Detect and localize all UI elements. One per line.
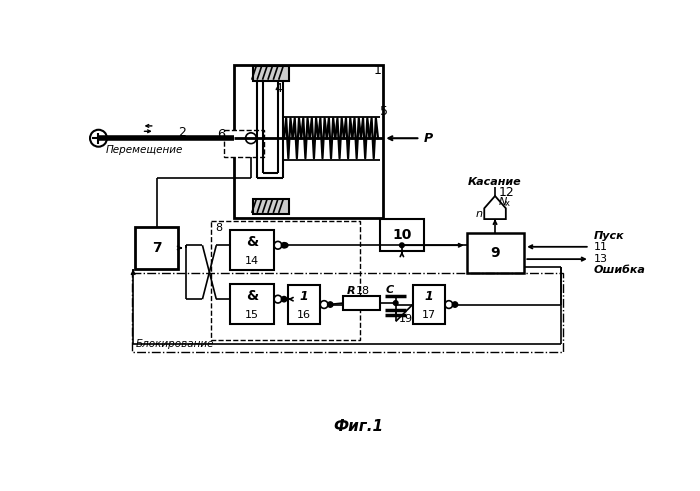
Text: 1: 1 [424,290,433,302]
Circle shape [400,243,404,247]
Text: 16: 16 [297,309,311,320]
Text: Фиг.1: Фиг.1 [334,419,384,434]
Circle shape [452,302,458,307]
Text: 5: 5 [380,105,389,118]
Circle shape [328,302,333,307]
Circle shape [393,300,398,305]
Bar [230,230,274,270]
Text: 8: 8 [215,223,222,233]
Text: 11: 11 [594,242,608,252]
Text: 15: 15 [245,309,259,320]
Text: 10: 10 [393,228,412,242]
Bar [288,285,321,324]
Text: &: & [246,289,258,303]
Text: 18: 18 [356,286,370,296]
Bar [230,284,274,324]
Text: 9: 9 [491,246,500,260]
Text: Перемещение: Перемещение [106,145,183,155]
Circle shape [281,297,287,302]
Text: N: N [499,197,508,207]
Text: 13: 13 [594,254,608,264]
Text: 1: 1 [300,290,309,302]
Text: Пуск: Пуск [594,231,624,241]
Bar [135,227,178,269]
Circle shape [284,243,288,247]
Bar [211,220,360,340]
Bar [413,285,445,324]
Text: 17: 17 [422,309,436,320]
Text: 19: 19 [399,314,413,324]
Text: 2: 2 [178,126,186,138]
Text: &: & [246,235,258,249]
Bar [380,219,424,251]
Text: x: x [504,199,510,208]
Text: R: R [346,286,356,296]
Circle shape [281,243,287,248]
Text: C: C [386,285,394,295]
Text: Ошибка: Ошибка [594,265,645,275]
Bar [253,66,290,81]
Text: 14: 14 [245,256,259,266]
Text: 7: 7 [152,241,162,255]
Text: Касание: Касание [468,177,522,187]
Bar [466,233,524,273]
Text: 12: 12 [499,186,514,199]
Bar [253,199,290,215]
Text: 1: 1 [374,64,382,77]
Bar [132,273,563,352]
Text: 6: 6 [217,128,225,141]
Text: P: P [424,132,433,145]
Text: 4: 4 [274,82,282,95]
Text: Блокирование: Блокирование [135,339,214,349]
Bar [224,130,264,158]
Bar [234,65,383,218]
Text: n: n [476,210,483,219]
Bar [344,296,380,310]
